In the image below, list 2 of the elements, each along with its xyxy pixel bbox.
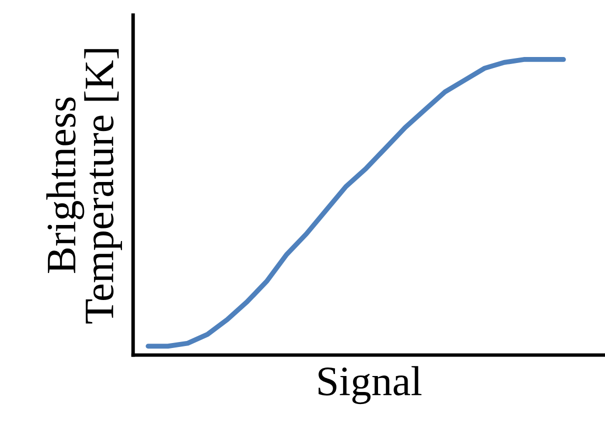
x-axis-title: Signal bbox=[318, 366, 422, 404]
y-axis-title: Brightness Temperature [K] bbox=[46, 49, 122, 324]
